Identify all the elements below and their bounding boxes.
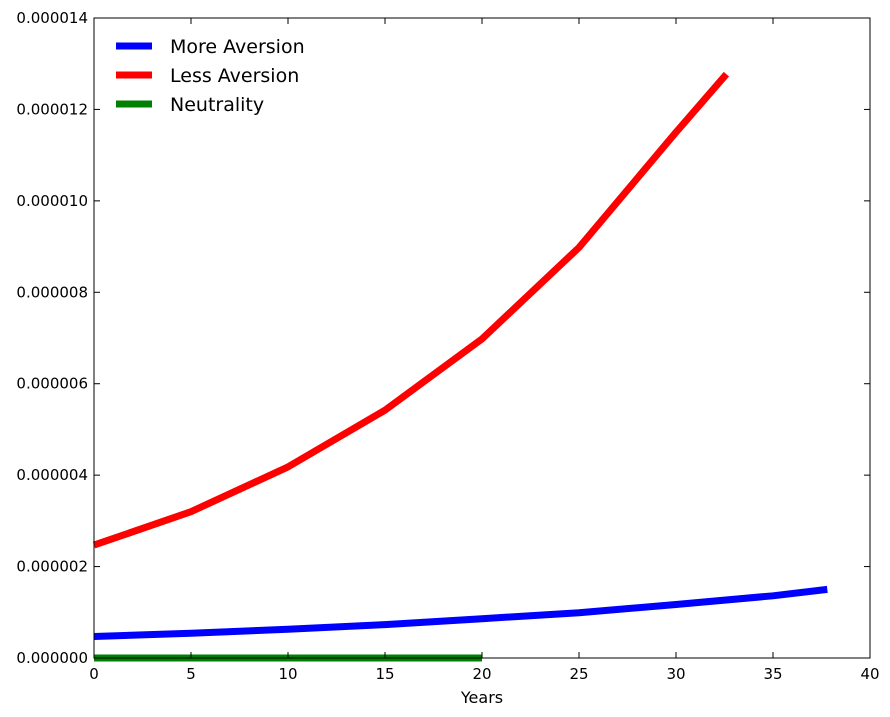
- series-line-less-aversion: [92, 71, 730, 549]
- y-tick-label: 0.000010: [16, 192, 88, 210]
- x-tick-label: 0: [89, 665, 99, 683]
- x-tick-label: 35: [763, 665, 782, 683]
- x-tick-label: 25: [569, 665, 588, 683]
- y-tick-label: 0.000004: [16, 466, 88, 484]
- x-tick-label: 20: [472, 665, 491, 683]
- axis-ticks: [93, 17, 871, 659]
- legend-label-neutrality: Neutrality: [170, 94, 264, 116]
- x-tick-label: 15: [375, 665, 394, 683]
- y-tick-label: 0.000014: [16, 9, 88, 27]
- axis-tick-labels: 0 5 10 15 20 25 30 35 40 0.000000 0.000002 0.000004…: [16, 9, 879, 683]
- x-tick-label: 5: [186, 665, 196, 683]
- x-tick-label: 10: [278, 665, 297, 683]
- x-tick-label: 40: [860, 665, 879, 683]
- series-line-more-aversion: [93, 585, 828, 640]
- y-tick-label: 0.000012: [16, 100, 88, 118]
- series-lines: [92, 71, 828, 662]
- y-tick-label: 0.000008: [16, 283, 88, 301]
- y-tick-label: 0.000002: [16, 558, 88, 576]
- y-tick-label: 0.000006: [16, 375, 88, 393]
- x-tick-label: 30: [666, 665, 685, 683]
- legend: More Aversion Less Aversion Neutrality: [116, 36, 305, 116]
- legend-label-less-aversion: Less Aversion: [170, 65, 299, 87]
- x-axis-label: Years: [460, 688, 503, 707]
- legend-label-more-aversion: More Aversion: [170, 36, 305, 58]
- y-tick-label: 0.000000: [16, 649, 88, 667]
